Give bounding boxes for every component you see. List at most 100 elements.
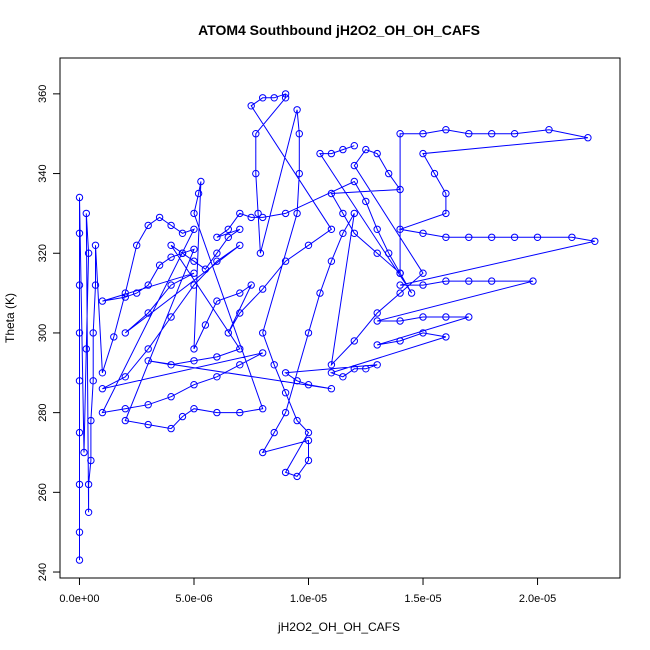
data-point: [197, 177, 205, 186]
data-point: [373, 341, 381, 349]
data-point: [327, 149, 336, 158]
data-point: [87, 456, 95, 465]
data-point: [98, 408, 107, 417]
data-point: [350, 177, 358, 186]
data-point: [75, 193, 84, 202]
data-point: [75, 329, 84, 337]
data-point: [256, 249, 265, 257]
data-point: [339, 229, 347, 238]
data-point: [419, 229, 427, 238]
data-point: [144, 420, 152, 429]
data-point: [178, 229, 187, 238]
data-point: [155, 213, 164, 222]
data-point: [121, 329, 130, 337]
data-point: [350, 337, 358, 345]
y-tick-label: 280: [37, 403, 49, 421]
data-point: [75, 428, 84, 437]
x-tick-label: 1.5e-05: [404, 593, 441, 605]
data-point: [121, 373, 130, 381]
data-point: [190, 269, 198, 277]
data-point: [465, 313, 473, 321]
data-point: [373, 149, 381, 158]
data-point: [190, 225, 198, 234]
data-point: [252, 130, 260, 138]
x-axis-label: jH2O2_OH_OH_CAFS: [277, 620, 400, 634]
data-point: [190, 405, 198, 413]
x-tick-label: 2.0e-05: [519, 593, 556, 605]
data-point: [373, 317, 381, 325]
data-point: [419, 313, 427, 321]
data-point: [98, 297, 107, 305]
data-point: [91, 241, 100, 250]
data-point: [304, 381, 313, 389]
data-point: [190, 345, 198, 353]
data-point: [121, 405, 130, 413]
data-point: [75, 377, 84, 385]
data-point: [144, 281, 152, 289]
data-point: [84, 508, 93, 516]
data-point: [190, 357, 198, 365]
data-point: [442, 126, 450, 134]
data-point: [373, 249, 381, 257]
data-point: [247, 102, 255, 110]
data-point: [167, 361, 175, 369]
data-point: [293, 209, 301, 218]
data-point: [295, 130, 303, 138]
data-point: [247, 213, 255, 222]
data-point: [259, 94, 267, 102]
data-point: [396, 317, 404, 325]
data-point: [133, 241, 141, 250]
data-point: [304, 329, 313, 337]
data-point: [75, 556, 84, 564]
data-point: [407, 289, 416, 297]
data-point: [167, 253, 175, 261]
data-point: [304, 241, 313, 250]
data-point: [488, 277, 496, 285]
data-point: [252, 169, 260, 178]
data-point: [167, 313, 175, 321]
data-point: [488, 130, 496, 138]
data-point: [236, 361, 244, 369]
data-point: [144, 309, 152, 317]
data-point: [293, 377, 301, 385]
data-point: [236, 289, 244, 297]
data-point: [75, 528, 84, 536]
data-point: [350, 161, 358, 170]
data-point: [201, 321, 210, 329]
data-point: [350, 229, 358, 238]
x-tick-label: 5.0e-06: [175, 593, 212, 605]
data-point: [144, 221, 152, 230]
data-point: [167, 393, 175, 401]
data-point: [224, 233, 233, 242]
data-point: [419, 329, 427, 337]
data-point: [133, 289, 141, 297]
data-point: [82, 345, 91, 353]
data-point: [254, 209, 262, 218]
data-point: [213, 353, 221, 361]
x-tick-label: 0.0e+00: [59, 593, 99, 605]
data-point: [304, 456, 313, 465]
data-point: [465, 130, 473, 138]
data-point: [224, 225, 233, 234]
data-point: [442, 209, 450, 218]
data-point: [167, 424, 175, 433]
data-point: [293, 472, 301, 481]
data-point: [178, 412, 187, 421]
data-point: [465, 233, 473, 242]
data-point: [281, 94, 290, 102]
data-point: [259, 213, 267, 222]
data-point: [327, 225, 336, 234]
data-point: [339, 373, 347, 381]
data-point: [385, 249, 393, 257]
data-point: [259, 405, 267, 413]
chart-title: ATOM4 Southbound jH2O2_OH_OH_CAFS: [198, 22, 480, 38]
data-point: [442, 333, 450, 341]
data-point: [259, 448, 267, 457]
data-point: [316, 289, 324, 297]
data-point: [584, 134, 592, 142]
data-point: [270, 94, 278, 102]
data-point: [396, 269, 404, 277]
data-point: [144, 401, 152, 409]
data-point: [213, 408, 221, 417]
data-point: [190, 257, 198, 265]
